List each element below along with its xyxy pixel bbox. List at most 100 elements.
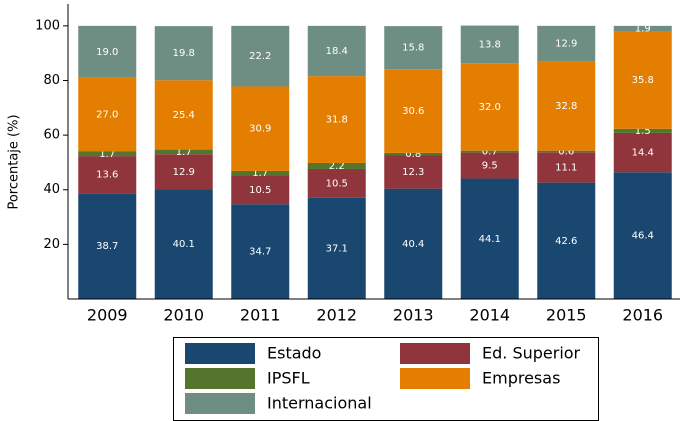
bar-segment [384, 155, 443, 189]
bar-segment [460, 25, 519, 64]
x-tick-label: 2009 [87, 306, 128, 325]
value-label: 1.7 [252, 168, 268, 179]
value-label: 12.9 [555, 38, 577, 49]
value-label: 13.6 [96, 170, 118, 181]
bar-segment [231, 170, 290, 176]
legend-swatch [185, 393, 255, 414]
bar-segment [231, 175, 290, 205]
value-label: 40.4 [402, 239, 424, 250]
bar-segment [307, 168, 366, 198]
bar-segment [460, 63, 519, 151]
bar-segment [537, 25, 596, 62]
bar-segment [384, 152, 443, 156]
value-label: 19.8 [173, 48, 195, 59]
x-tick-label: 2014 [469, 306, 510, 325]
bar-segment [460, 150, 519, 153]
value-label: 18.4 [326, 46, 348, 57]
y-axis-label: Porcentaje (%) [7, 114, 22, 209]
value-label: 9.5 [482, 161, 498, 172]
value-label: 12.3 [402, 167, 424, 178]
legend-swatch [185, 343, 255, 364]
value-label: 46.4 [632, 231, 654, 242]
value-label: 12.9 [173, 167, 195, 178]
bar-segment [154, 149, 213, 155]
legend-label: IPSFL [267, 369, 310, 388]
bar-segment [613, 31, 672, 129]
bar-segment [613, 128, 672, 133]
bar-segment [307, 197, 366, 299]
value-label: 14.4 [632, 148, 654, 159]
value-label: 1.7 [176, 147, 192, 158]
legend-label: Ed. Superior [482, 344, 581, 363]
legend-swatch [400, 343, 470, 364]
bar-segment [154, 80, 213, 150]
bar-segment [307, 76, 366, 163]
value-label: 10.5 [326, 178, 348, 189]
bar-segment [537, 150, 596, 153]
bar-segment [537, 152, 596, 183]
value-label: 32.8 [555, 101, 577, 112]
value-label: 0.7 [482, 147, 498, 158]
bar-segment [307, 25, 366, 77]
value-label: 19.0 [96, 47, 118, 58]
y-tick-label: 100 [35, 18, 60, 33]
x-tick-label: 2013 [393, 306, 434, 325]
bar-segment [231, 25, 290, 87]
value-label: 2.2 [329, 161, 345, 172]
legend-label: Empresas [482, 369, 560, 388]
x-tick-label: 2010 [163, 306, 204, 325]
x-tick-label: 2012 [316, 306, 357, 325]
bar-segment [154, 189, 213, 299]
bar-segment [460, 152, 519, 179]
bar-segment [537, 61, 596, 151]
value-label: 32.0 [479, 102, 501, 113]
value-label: 38.7 [96, 241, 118, 252]
bar-segment [613, 25, 672, 32]
bar-segment [384, 188, 443, 299]
bar-segment [613, 132, 672, 173]
bar-segment [384, 69, 443, 153]
value-label: 25.4 [173, 110, 195, 121]
value-label: 11.1 [555, 162, 577, 173]
bar-segment [78, 77, 137, 152]
value-label: 30.9 [249, 124, 271, 135]
value-label: 15.8 [402, 43, 424, 54]
value-label: 10.5 [249, 185, 271, 196]
legend-label: Internacional [267, 394, 372, 413]
y-tick-label: 80 [43, 73, 60, 88]
value-label: 31.8 [326, 115, 348, 126]
value-label: 37.1 [326, 243, 348, 254]
x-tick-label: 2016 [622, 306, 663, 325]
x-tick-label: 2011 [240, 306, 281, 325]
value-label: 0.8 [405, 149, 421, 160]
y-tick-label: 40 [43, 182, 60, 197]
bar-segment [231, 86, 290, 171]
value-label: 30.6 [402, 106, 424, 117]
bar-segment [613, 172, 672, 299]
value-label: 34.7 [249, 247, 271, 258]
x-tick-label: 2015 [546, 306, 587, 325]
bar-segment [460, 178, 519, 299]
value-label: 42.6 [555, 236, 577, 247]
value-label: 13.8 [479, 39, 501, 50]
value-label: 44.1 [479, 234, 501, 245]
value-label: 0.6 [558, 147, 574, 158]
bar-segment [154, 26, 213, 81]
bar-segment [78, 25, 137, 78]
bar-segment [78, 193, 137, 299]
bar-segment [78, 151, 137, 157]
value-label: 1.5 [635, 126, 651, 137]
legend-swatch [185, 368, 255, 389]
legend-label: Estado [267, 344, 321, 363]
bar-segment [384, 26, 443, 70]
value-label: 35.8 [632, 75, 654, 86]
value-label: 40.1 [173, 239, 195, 250]
y-tick-label: 60 [43, 128, 60, 143]
value-label: 1.9 [635, 23, 651, 34]
bar-segment [537, 182, 596, 299]
bar-segment [231, 204, 290, 299]
value-label: 22.2 [249, 51, 271, 62]
bar-segment [78, 156, 137, 194]
bar-segment [154, 154, 213, 190]
